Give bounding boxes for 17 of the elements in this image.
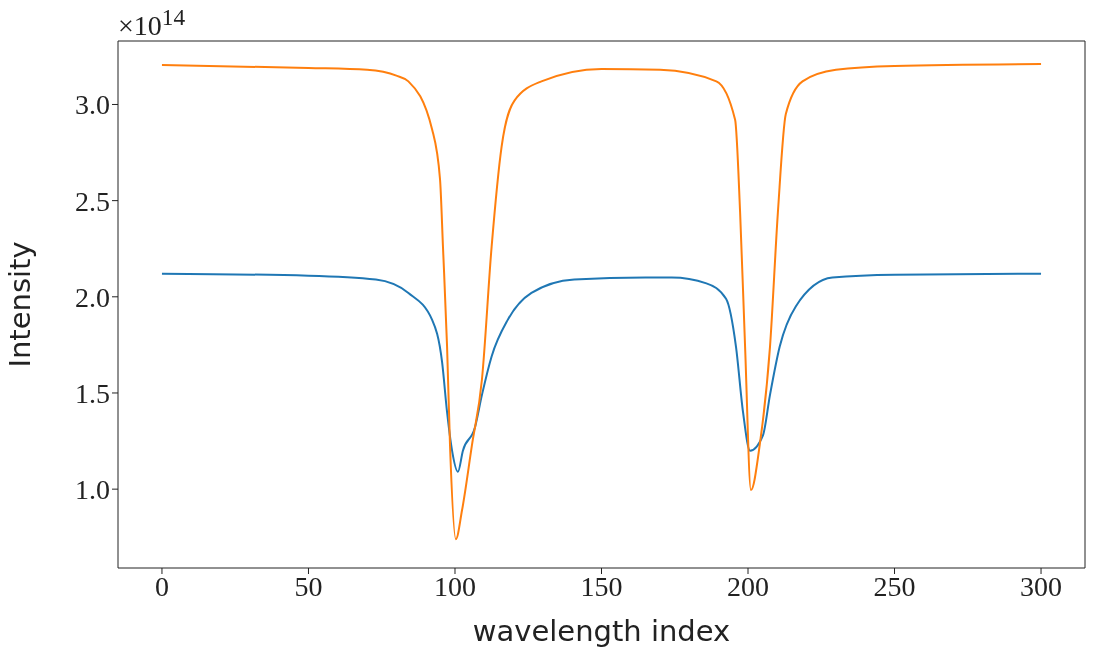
y-tick-label: 2.0 — [75, 281, 110, 313]
x-tick-label: 100 — [433, 570, 476, 602]
line-series — [160, 63, 1043, 541]
line-series — [160, 272, 1043, 473]
y-tick-label: 2.5 — [75, 185, 110, 217]
annotation: ×10$^{14}$ — [118, 4, 186, 43]
x-tick-label: 50 — [294, 570, 323, 602]
y-tick-label: 1.0 — [75, 474, 110, 506]
x-axis-title: wavelength index — [472, 614, 731, 648]
x-tick-label: 300 — [1020, 570, 1063, 602]
y-axis-title: Intensity — [3, 241, 38, 368]
x-tick-label: 0 — [154, 570, 169, 602]
x-tick-label: 200 — [727, 570, 770, 602]
x-tick-label: 150 — [580, 570, 623, 602]
x-tick-label: 250 — [873, 570, 916, 602]
y-tick-label: 3.0 — [75, 89, 110, 121]
y-tick-label: 1.5 — [75, 377, 110, 409]
